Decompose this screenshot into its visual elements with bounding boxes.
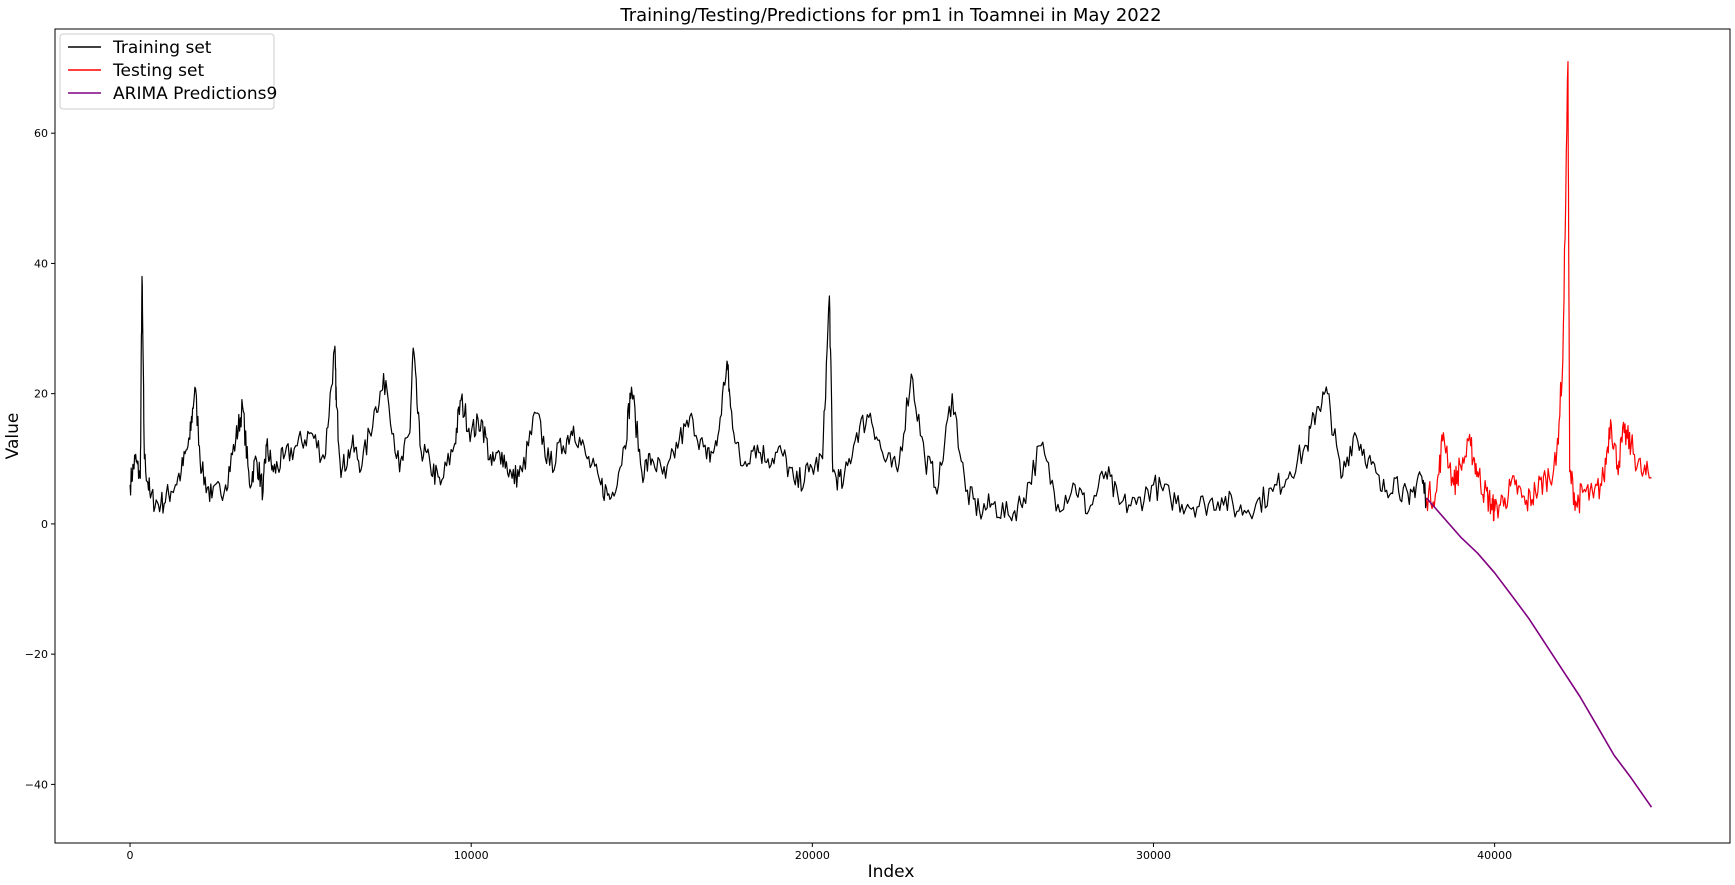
y-axis-label: Value — [3, 413, 23, 460]
y-tick-label: 60 — [34, 127, 48, 140]
y-tick-label: 0 — [41, 518, 48, 531]
series-line-training — [129, 275, 1427, 522]
legend-label: Testing set — [112, 61, 204, 81]
axes-layer: 0 10000 20000 30000 40000 −40 −20 0 20 40 60 — [25, 127, 1512, 862]
legend-box — [59, 33, 275, 110]
series-layer — [129, 61, 1653, 808]
plot-frame — [54, 28, 1731, 844]
legend-label: Training set — [112, 38, 212, 58]
x-axis-label: Index — [868, 862, 915, 882]
y-tick-label: −40 — [25, 778, 48, 791]
x-tick-label: 0 — [127, 849, 134, 862]
y-tick-label: −20 — [25, 648, 48, 661]
legend-items: Training set Testing set ARIMA Predictions… — [68, 38, 277, 104]
x-tick-label: 40000 — [1477, 849, 1512, 862]
x-tick-label: 30000 — [1136, 849, 1171, 862]
legend: Training set Testing set ARIMA Predictions… — [59, 33, 277, 110]
series-line-testing — [1425, 61, 1652, 522]
x-tick-label: 20000 — [795, 849, 830, 862]
series-line-arima — [1425, 497, 1653, 808]
legend-label: ARIMA Predictions9 — [113, 84, 277, 104]
y-tick-label: 20 — [34, 388, 48, 401]
chart-title: Training/Testing/Predictions for pm1 in … — [619, 5, 1161, 26]
x-tick-label: 10000 — [454, 849, 489, 862]
y-tick-label: 40 — [34, 257, 48, 270]
